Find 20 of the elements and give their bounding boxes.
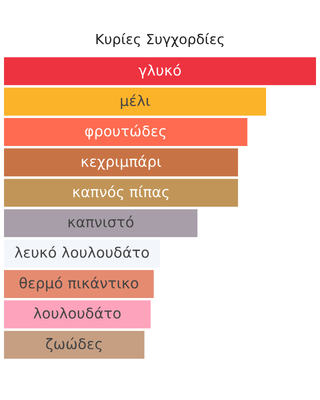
bar: [4, 270, 154, 298]
bar: [4, 148, 238, 176]
y-tick-label: καπνιστό: [68, 216, 134, 228]
bar: [4, 209, 198, 238]
y-tick-label: λουλουδάτο: [34, 306, 121, 319]
bar: [4, 300, 151, 328]
y-tick-label: καπνός πίπας: [73, 185, 169, 200]
y-tick-label: κεχριμπάρι: [82, 155, 161, 170]
bar: [4, 178, 238, 207]
y-tick-label: ζωώδες: [46, 337, 102, 352]
bar: [4, 118, 248, 146]
chart-title: Κυρίες Συγχορδίες: [96, 32, 224, 48]
bar: [4, 88, 266, 116]
y-tick-label: φρουτώδες: [85, 124, 166, 140]
y-tick-label: θερμό πικάντικο: [20, 276, 138, 292]
y-tick-label: μέλι: [120, 94, 150, 109]
y-tick-label: γλυκό: [138, 64, 181, 79]
bar: [4, 57, 316, 86]
bar: [4, 330, 144, 359]
y-tick-label: λευκό λουλουδάτο: [14, 246, 149, 258]
